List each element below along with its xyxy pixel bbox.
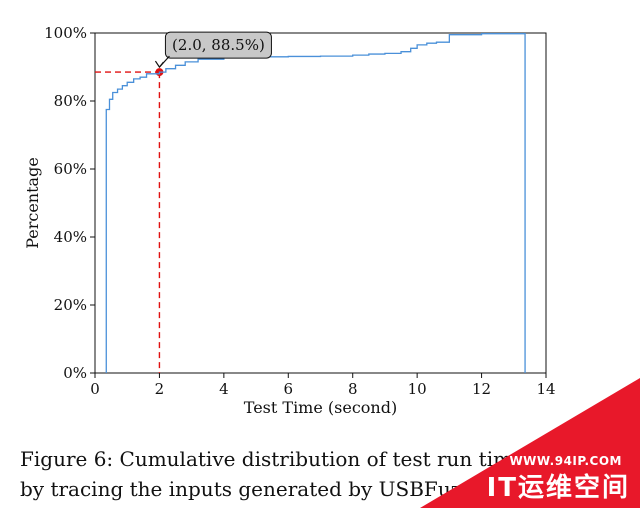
plot-axes [94,32,547,374]
annotation-box [164,31,272,59]
x-tick-label: 6 [284,380,294,398]
watermark-brand: IT运维空间 [486,473,630,503]
x-tick-label: 8 [348,380,358,398]
caption-line-2: by tracing the inputs generated by USBFu… [20,477,472,501]
tick-group: 0 2 4 6 8 10 12 14 0% 20% 40% 60% 80% 100% [44,24,555,398]
y-tick-label: 20% [54,296,87,314]
plot-frame [94,32,547,374]
annotation-arrowhead [154,60,164,69]
reference-lines [95,68,164,373]
annotation-group: (2.0, 88.5%) [154,31,272,69]
figure-caption: Figure 6: Cumulative distribution of tes… [20,444,620,504]
annotation-label: (2.0, 88.5%) [172,36,265,54]
y-tick-label: 100% [44,24,87,42]
x-tick-label: 2 [155,380,165,398]
x-tick-label: 12 [472,380,491,398]
y-tick-label: 40% [54,228,87,246]
cdf-chart: 0 2 4 6 8 10 12 14 0% 20% 40% 60% 80% 100% (2.0, 88.5… [23,24,556,417]
y-tick-label: 0% [63,364,87,382]
x-tick-label: 4 [219,380,229,398]
x-axis-label: Test Time (second) [244,398,397,417]
x-tick-label: 14 [536,380,555,398]
x-tick-label: 0 [90,380,100,398]
y-tick-label: 60% [54,160,87,178]
x-tick-label: 10 [408,380,427,398]
caption-line-1: Figure 6: Cumulative distribution of tes… [20,447,524,471]
cdf-step-line [105,33,526,373]
series-group [105,33,526,373]
watermark: WWW.94IP.COM IT运维空间 [390,378,640,508]
y-tick-label: 80% [54,92,87,110]
y-axis-label: Percentage [23,157,42,249]
watermark-banner [420,378,640,508]
watermark-url: WWW.94IP.COM [509,454,622,468]
